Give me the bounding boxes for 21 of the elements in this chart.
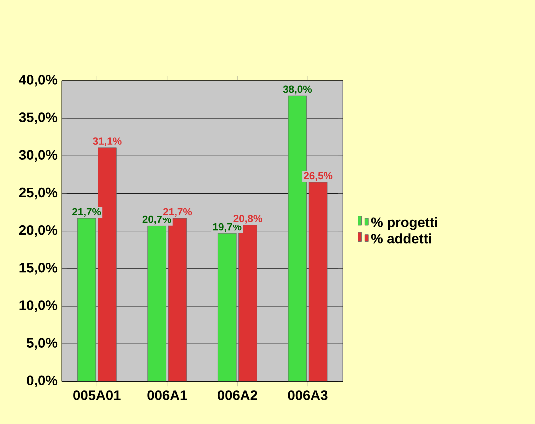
- legend-label: % addetti: [371, 234, 432, 244]
- data-label: 38,0%: [283, 86, 312, 95]
- y-tick-label: 15,0%: [20, 263, 58, 275]
- y-tick-label: 35,0%: [19, 112, 58, 124]
- y-tick-label: 25,0%: [19, 188, 58, 200]
- y-tick-label: 0,0%: [27, 376, 58, 388]
- y-tick-label: 5,0%: [27, 338, 58, 350]
- data-label: 21,7%: [163, 208, 192, 218]
- y-tick-label: 30,0%: [19, 150, 58, 162]
- x-tick-label: 006A1: [148, 390, 188, 400]
- data-label: 21,7%: [72, 208, 102, 218]
- y-tick-label: 40,0%: [19, 75, 58, 87]
- legend-label: % progetti: [371, 217, 438, 230]
- x-tick-label: 006A2: [218, 390, 258, 400]
- data-label: 31,1%: [93, 138, 122, 146]
- y-tick-label: 10,0%: [20, 300, 58, 312]
- data-label: 26,5%: [304, 172, 333, 182]
- y-tick-label: 20,0%: [19, 225, 58, 238]
- x-tick-label: 005A01: [74, 390, 121, 400]
- data-label: 20,8%: [234, 215, 262, 224]
- x-tick-label: 006A3: [288, 390, 328, 400]
